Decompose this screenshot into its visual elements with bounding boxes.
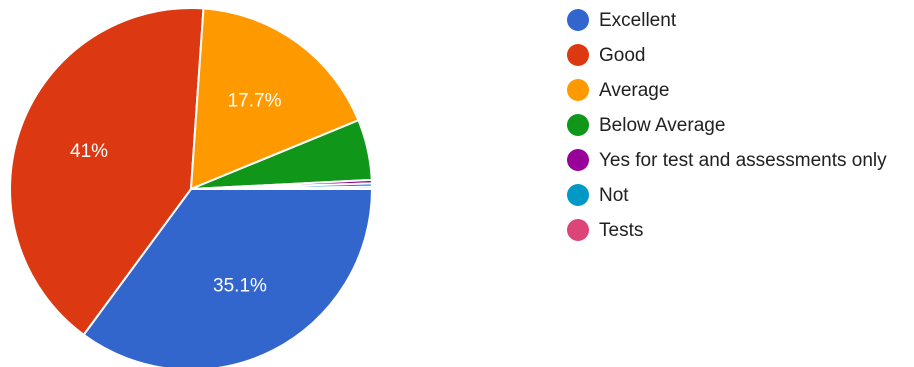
legend-item-good[interactable]: Good (567, 43, 912, 69)
legend-swatch-icon (567, 184, 589, 206)
legend-label: Average (599, 80, 670, 101)
legend-swatch-icon (567, 79, 589, 101)
legend-swatch-icon (567, 44, 589, 66)
legend-label: Good (599, 45, 646, 66)
legend-label: Below Average (599, 115, 726, 136)
legend-swatch-icon (567, 219, 589, 241)
legend-swatch-icon (567, 149, 589, 171)
legend-item-yes-for-test-and-assessments-only[interactable]: Yes for test and assessments only (567, 148, 912, 174)
chart-legend: Excellent Good Average Below Average Yes for… (567, 8, 912, 253)
pie-slice-good[interactable] (9, 7, 205, 336)
legend-item-below-average[interactable]: Below Average (567, 113, 912, 139)
legend-label: Tests (599, 220, 644, 241)
pie-slice-tests[interactable] (190, 185, 374, 190)
pie-chart: 35.1% 41% 17.7% (9, 7, 374, 367)
legend-item-tests[interactable]: Tests (567, 218, 912, 244)
pie-slice-average[interactable] (190, 7, 360, 190)
legend-label: Excellent (599, 10, 677, 31)
legend-item-not[interactable]: Not (567, 183, 912, 209)
legend-swatch-icon (567, 9, 589, 31)
legend-label: Yes for test and assessments only (599, 150, 887, 171)
legend-label: Not (599, 185, 629, 206)
slice-data-label-average: 17.7% (228, 90, 282, 111)
pie-slice-excellent[interactable] (82, 188, 373, 367)
slice-data-label-good: 41% (70, 141, 108, 162)
legend-item-excellent[interactable]: Excellent (567, 8, 912, 34)
legend-swatch-icon (567, 114, 589, 136)
legend-item-average[interactable]: Average (567, 78, 912, 104)
slice-data-label-excellent: 35.1% (213, 275, 267, 296)
